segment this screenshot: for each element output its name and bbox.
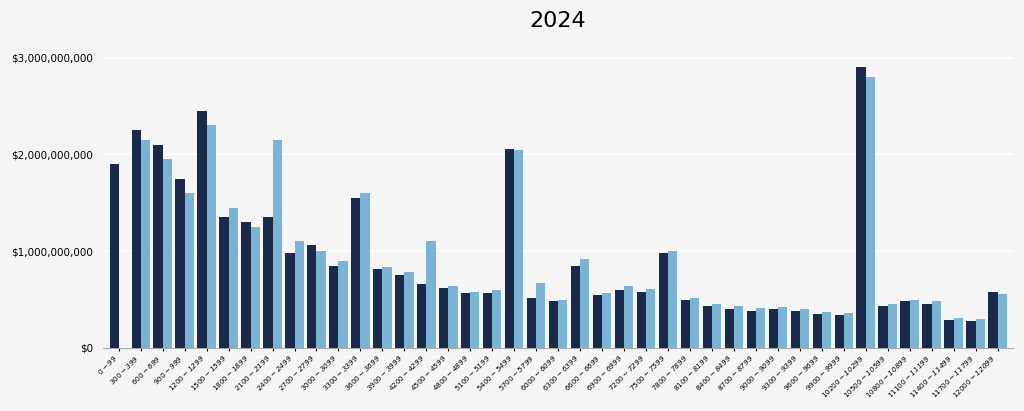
Bar	[800, 309, 809, 348]
Bar	[228, 208, 238, 348]
Bar	[426, 242, 435, 348]
Bar	[967, 321, 976, 348]
Bar	[272, 140, 282, 348]
Bar	[154, 145, 163, 348]
Bar	[251, 227, 260, 348]
Bar	[470, 292, 479, 348]
Bar	[658, 253, 668, 348]
Bar	[571, 266, 581, 348]
Bar	[769, 309, 778, 348]
Bar	[702, 306, 712, 348]
Bar	[593, 295, 602, 348]
Bar	[163, 159, 172, 348]
Bar	[690, 298, 699, 348]
Bar	[944, 320, 953, 348]
Bar	[461, 293, 470, 348]
Bar	[483, 293, 493, 348]
Bar	[198, 111, 207, 348]
Bar	[909, 300, 919, 348]
Bar	[175, 178, 184, 348]
Bar	[637, 292, 646, 348]
Bar	[581, 259, 590, 348]
Bar	[537, 283, 546, 348]
Bar	[791, 311, 800, 348]
Bar	[449, 286, 458, 348]
Bar	[624, 286, 633, 348]
Bar	[558, 300, 567, 348]
Bar	[527, 298, 537, 348]
Bar	[140, 140, 150, 348]
Bar	[888, 305, 897, 348]
Bar	[835, 315, 844, 348]
Bar	[900, 302, 909, 348]
Bar	[614, 290, 624, 348]
Bar	[382, 267, 391, 348]
Bar	[725, 309, 734, 348]
Bar	[184, 193, 194, 348]
Bar	[756, 308, 765, 348]
Bar	[602, 293, 611, 348]
Bar	[668, 251, 677, 348]
Bar	[395, 275, 404, 348]
Bar	[219, 217, 228, 348]
Bar	[295, 242, 304, 348]
Bar	[439, 288, 449, 348]
Bar	[646, 289, 655, 348]
Title: 2024: 2024	[529, 11, 587, 31]
Bar	[932, 302, 941, 348]
Bar	[263, 217, 272, 348]
Bar	[493, 290, 502, 348]
Bar	[734, 306, 743, 348]
Bar	[988, 292, 997, 348]
Bar	[339, 261, 348, 348]
Bar	[404, 272, 414, 348]
Bar	[812, 314, 822, 348]
Bar	[778, 307, 787, 348]
Bar	[844, 313, 853, 348]
Bar	[879, 306, 888, 348]
Bar	[681, 300, 690, 348]
Bar	[373, 268, 382, 348]
Bar	[865, 77, 874, 348]
Bar	[953, 318, 963, 348]
Bar	[505, 148, 514, 348]
Bar	[549, 302, 558, 348]
Bar	[330, 266, 339, 348]
Bar	[360, 193, 370, 348]
Bar	[417, 284, 426, 348]
Bar	[976, 319, 985, 348]
Bar	[242, 222, 251, 348]
Bar	[856, 67, 865, 348]
Bar	[923, 305, 932, 348]
Bar	[316, 251, 326, 348]
Bar	[746, 311, 756, 348]
Bar	[514, 150, 523, 348]
Bar	[351, 198, 360, 348]
Bar	[822, 312, 831, 348]
Bar	[307, 245, 316, 348]
Bar	[131, 130, 140, 348]
Bar	[286, 253, 295, 348]
Bar	[997, 294, 1007, 348]
Bar	[207, 125, 216, 348]
Bar	[712, 305, 721, 348]
Bar	[110, 164, 119, 348]
